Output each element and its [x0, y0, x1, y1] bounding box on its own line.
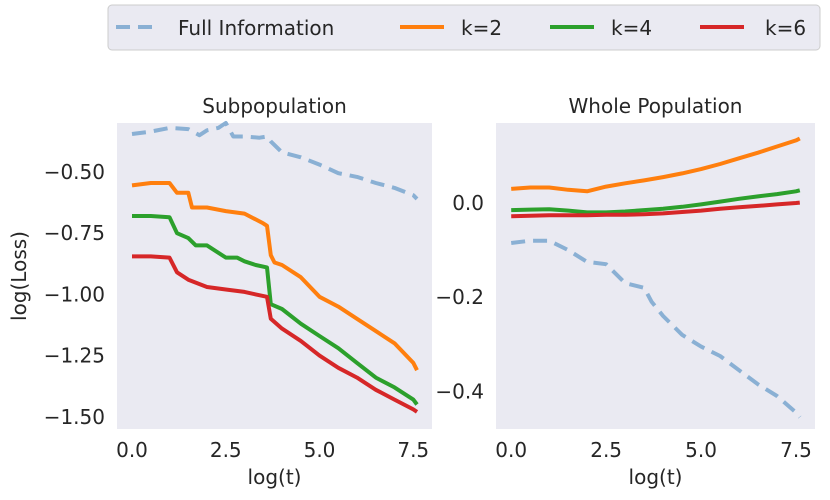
whole-population-series-k-2: [511, 136, 801, 194]
subpopulation-series-full-information: [131, 121, 419, 201]
subpopulation-xtick-label: 5.0: [304, 438, 336, 462]
whole-population-ytick-label: 0.0: [452, 191, 484, 215]
legend-label-full-information: Full Information: [178, 16, 334, 40]
whole-population-ytick-label: −0.4: [435, 379, 484, 403]
whole-population-title: Whole Population: [569, 94, 743, 118]
subpopulation-xtick-label: 7.5: [397, 438, 429, 462]
subpopulation-xlabel: log(t): [248, 465, 302, 489]
whole-population-xtick-label: 5.0: [685, 438, 717, 462]
subpopulation-xticks: 0.0 2.5 5.0 7.5: [116, 438, 429, 462]
subpopulation-series-k-2: [131, 181, 419, 372]
whole-population-series-full-information: [510, 238, 802, 419]
subpopulation-xtick-label: 2.5: [210, 438, 242, 462]
whole-population-plot-area: [496, 123, 815, 429]
subpopulation-title: Subpopulation: [202, 94, 347, 118]
whole-population-series-k-6: [511, 200, 801, 219]
subpopulation-series-k-4: [132, 214, 419, 406]
subpopulation-ytick-label: −1.00: [44, 282, 105, 306]
subpopulation-chart: Subpopulation log(t) log(Loss) 0.0 2.5 5.0…: [7, 94, 432, 489]
subpopulation-ytick-label: −0.75: [44, 221, 105, 245]
whole-population-chart: Whole Population log(t) 0.0 2.5 5.0 7.5 0.0…: [435, 94, 815, 489]
subpopulation-ytick-label: −1.25: [44, 344, 105, 368]
whole-population-series-k-4: [511, 188, 801, 215]
subpopulation-ytick-label: −0.50: [44, 160, 105, 184]
whole-population-series: [510, 136, 802, 419]
legend: Full Information k=2 k=4 k=6: [107, 4, 821, 51]
subpopulation-ytick-label: −1.50: [44, 405, 105, 429]
legend-label-k6: k=6: [765, 16, 806, 40]
legend-frame: [107, 4, 821, 51]
subpopulation-series: [131, 121, 419, 414]
whole-population-ytick-label: −0.2: [435, 285, 484, 309]
legend-label-k4: k=4: [611, 16, 652, 40]
subpopulation-yticks: −0.50 −0.75 −1.00 −1.25 −1.50: [44, 160, 105, 429]
whole-population-xticks: 0.0 2.5 5.0 7.5: [495, 438, 812, 462]
whole-population-xlabel: log(t): [629, 465, 683, 489]
subpopulation-series-k-6: [132, 254, 419, 414]
legend-label-k2: k=2: [461, 16, 502, 40]
whole-population-yticks: 0.0 −0.2 −0.4: [435, 191, 484, 403]
whole-population-xtick-label: 0.0: [495, 438, 527, 462]
whole-population-xtick-label: 7.5: [780, 438, 812, 462]
subpopulation-xtick-label: 0.0: [116, 438, 148, 462]
subpopulation-ylabel: log(Loss): [7, 231, 31, 321]
whole-population-xtick-label: 2.5: [590, 438, 622, 462]
